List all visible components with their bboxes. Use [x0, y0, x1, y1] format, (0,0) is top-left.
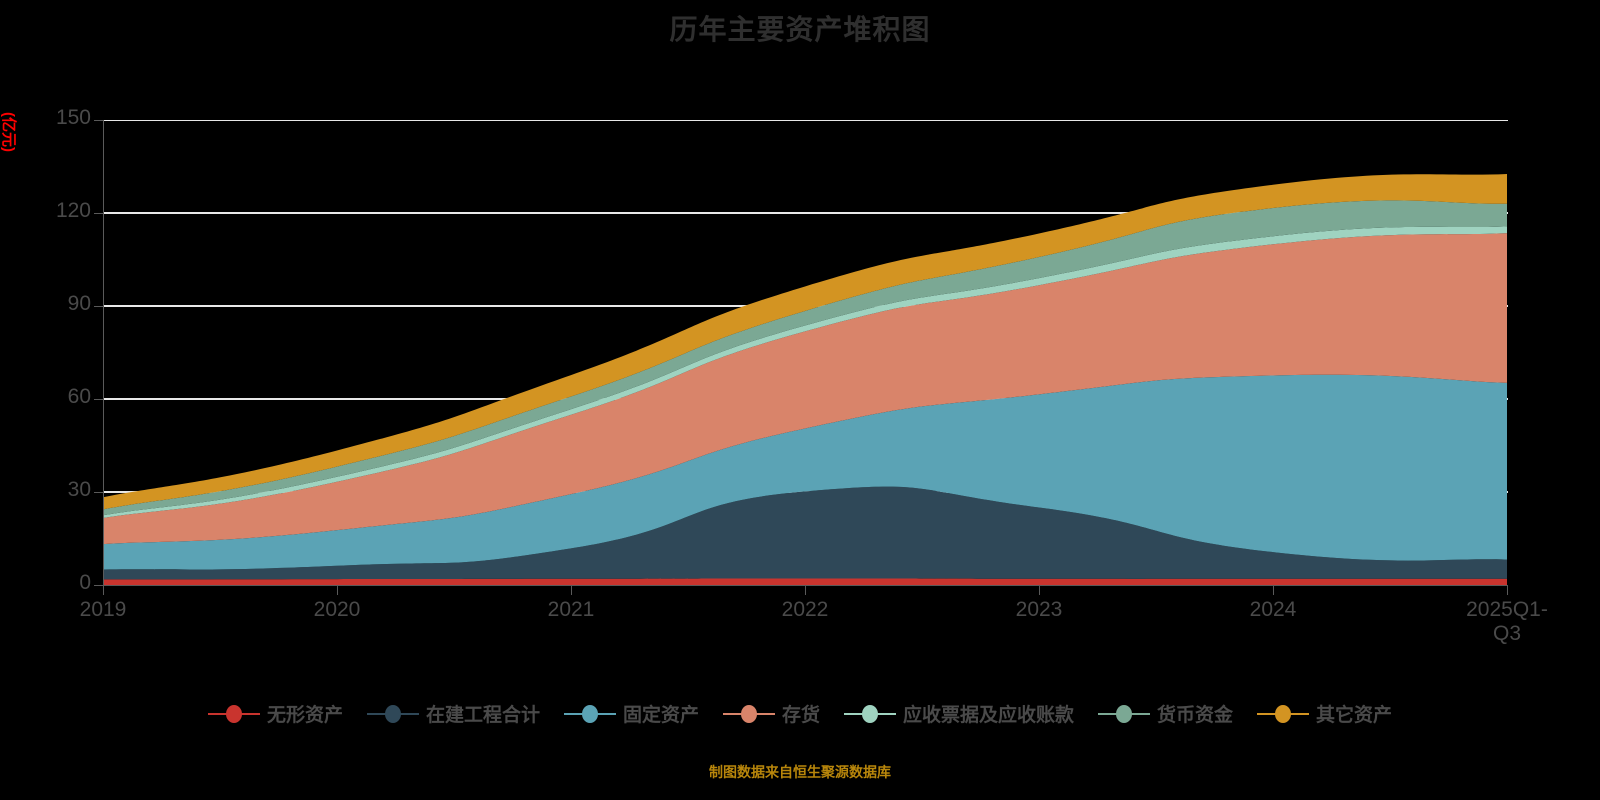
legend-marker-icon — [207, 704, 260, 723]
legend-label: 在建工程合计 — [425, 705, 540, 726]
area-series — [103, 200, 1507, 516]
x-axis-tick-mark — [1507, 586, 1508, 595]
x-axis-tick-label: 2024 — [1249, 598, 1297, 621]
legend-dot — [384, 704, 401, 723]
legend-label: 固定资产 — [622, 705, 699, 726]
legend-label: 货币资金 — [1157, 705, 1234, 726]
x-axis-tick-mark — [1273, 586, 1274, 595]
legend-label: 存货 — [781, 705, 820, 726]
plot-area — [103, 120, 1508, 585]
y-axis-tick-mark — [94, 585, 103, 586]
y-axis-title: (亿元) — [0, 112, 17, 152]
legend-dot — [581, 704, 598, 723]
y-axis-tick-mark — [94, 492, 103, 493]
footer-note: 制图数据来自恒生聚源数据库 — [709, 764, 891, 780]
x-axis-tick-mark — [103, 586, 104, 595]
area-series — [103, 374, 1507, 570]
legend-item-zaijian[interactable]: 在建工程合计 — [366, 700, 540, 727]
x-axis-tick-label: 2019 — [79, 598, 127, 621]
legend-dot — [862, 704, 878, 723]
y-axis-tick-label: 150 — [55, 106, 91, 129]
stacked-area-svg — [103, 120, 1508, 585]
y-axis-tick-mark — [94, 399, 103, 400]
legend-item-yingshou[interactable]: 应收票据及应收账款 — [844, 700, 1074, 727]
x-axis-tick-mark — [571, 586, 572, 595]
legend-marker-icon — [563, 704, 616, 723]
legend-dot — [225, 704, 242, 723]
x-axis-line — [103, 585, 1508, 586]
x-axis-tick-mark — [805, 586, 806, 595]
legend-label: 其它资产 — [1316, 705, 1393, 726]
legend-marker-icon — [1257, 704, 1310, 723]
chart-legend: 无形资产 在建工程合计 固定资产 存货 应收票据及应收账款 货币资金 其它资产 — [0, 700, 1600, 727]
area-series — [103, 486, 1507, 580]
x-axis-tick-label: 2022 — [781, 598, 829, 621]
legend-item-guding[interactable]: 固定资产 — [563, 700, 699, 727]
legend-item-cunhuo[interactable]: 存货 — [722, 700, 820, 727]
y-axis-tick-label: 30 — [67, 478, 91, 501]
legend-item-qita[interactable]: 其它资产 — [1257, 700, 1392, 727]
page-title: 历年主要资产堆积图 — [669, 14, 931, 45]
legend-marker-icon — [1098, 704, 1151, 723]
legend-item-huobi[interactable]: 货币资金 — [1098, 700, 1233, 727]
y-axis-tick-label: 90 — [67, 292, 91, 315]
y-axis-tick-mark — [94, 306, 103, 307]
legend-marker-icon — [722, 704, 775, 723]
legend-dot — [1116, 704, 1133, 723]
y-axis-tick-label: 60 — [67, 385, 91, 408]
legend-item-wuxing[interactable]: 无形资产 — [207, 700, 343, 727]
y-axis-tick-mark — [94, 120, 103, 121]
legend-marker-icon — [844, 704, 896, 723]
x-axis-tick-label: 2023 — [1015, 598, 1063, 621]
legend-dot — [740, 704, 757, 723]
legend-label: 应收票据及应收账款 — [903, 705, 1075, 726]
area-series — [103, 173, 1507, 510]
y-axis-tick-label: 120 — [55, 199, 91, 222]
x-axis-tick-mark — [337, 586, 338, 595]
x-axis-tick-label: 2025Q1-Q3 — [1466, 598, 1548, 645]
x-axis-tick-label: 2020 — [313, 598, 361, 621]
y-axis-line — [103, 120, 104, 586]
legend-label: 无形资产 — [266, 705, 343, 726]
y-axis-tick-label: 0 — [79, 571, 91, 594]
area-series — [103, 233, 1507, 545]
x-axis-tick-mark — [1039, 586, 1040, 595]
area-series — [103, 578, 1507, 585]
legend-dot — [1275, 704, 1292, 723]
x-axis-tick-label: 2021 — [547, 598, 595, 621]
y-axis-tick-mark — [94, 213, 103, 214]
legend-marker-icon — [366, 704, 419, 723]
